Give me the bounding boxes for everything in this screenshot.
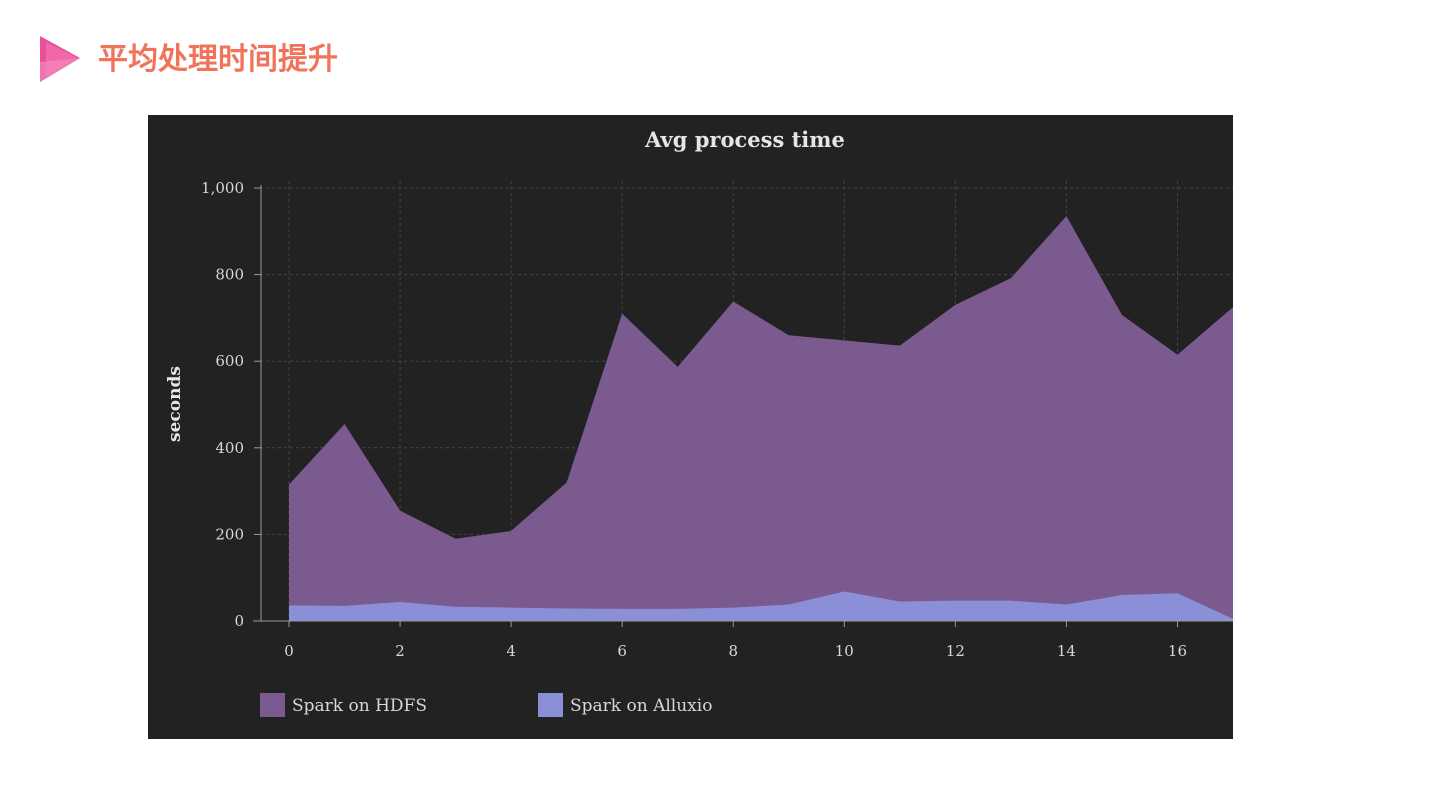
x-tick-label: 10: [835, 642, 854, 660]
legend-swatch: [538, 693, 563, 717]
y-tick-label: 0: [234, 612, 244, 630]
legend-label: Spark on Alluxio: [570, 696, 712, 716]
y-tick-label: 200: [215, 525, 244, 543]
x-tick-label: 12: [946, 642, 965, 660]
chart-panel: Avg process time seconds 0 200 400 600 800 1,…: [148, 115, 1233, 739]
legend-item-spark-on-hdfs[interactable]: Spark on HDFS: [260, 693, 427, 717]
area-chart: Avg process time seconds 0 200 400 600 800 1,…: [165, 127, 1233, 717]
slide-title: 平均处理时间提升: [98, 42, 338, 77]
legend-swatch: [260, 693, 285, 717]
series-area-spark-on-alluxio: [289, 591, 1233, 621]
y-tick-label: 1,000: [201, 179, 244, 197]
x-tick-label: 0: [284, 642, 294, 660]
chart-title: Avg process time: [644, 127, 845, 152]
y-tick-label: 600: [215, 352, 244, 370]
x-tick-label: 14: [1057, 642, 1076, 660]
y-axis-label: seconds: [165, 366, 185, 442]
x-tick-label: 16: [1168, 642, 1187, 660]
x-tick-label: 2: [395, 642, 405, 660]
y-tick-label: 400: [215, 439, 244, 457]
play-triangle-icon: [40, 36, 80, 82]
x-tick-label: 6: [617, 642, 627, 660]
x-tick-label: 4: [506, 642, 516, 660]
legend-label: Spark on HDFS: [292, 696, 427, 716]
legend-item-spark-on-alluxio[interactable]: Spark on Alluxio: [538, 693, 712, 717]
series-area-spark-on-hdfs: [289, 216, 1233, 621]
y-tick-label: 800: [215, 266, 244, 284]
x-tick-label: 8: [728, 642, 738, 660]
